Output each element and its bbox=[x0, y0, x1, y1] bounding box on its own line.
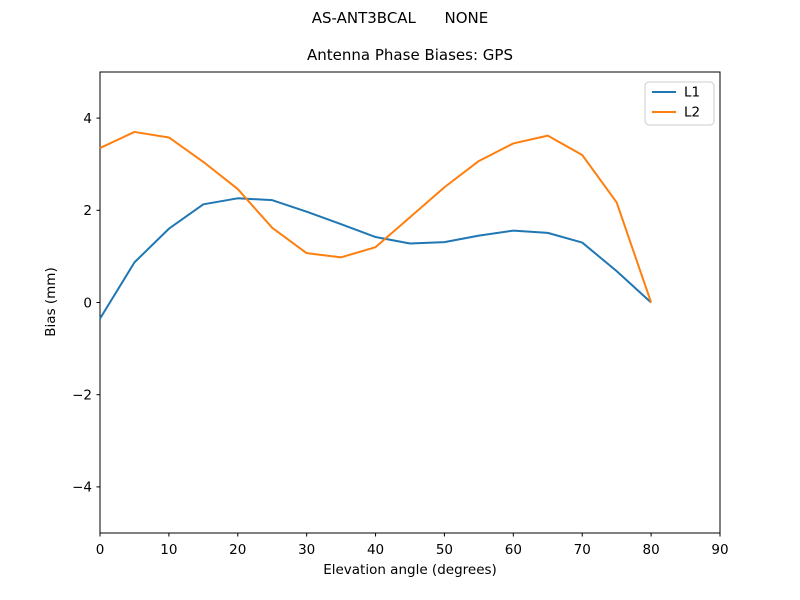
x-tick-label: 20 bbox=[229, 542, 246, 558]
x-tick-label: 70 bbox=[574, 542, 591, 558]
x-tick-label: 40 bbox=[367, 542, 384, 558]
y-tick-label: −2 bbox=[72, 388, 92, 404]
y-axis-label: Bias (mm) bbox=[43, 267, 59, 336]
x-tick-label: 10 bbox=[160, 542, 177, 558]
chart-title: Antenna Phase Biases: GPS bbox=[307, 46, 513, 64]
x-tick-label: 30 bbox=[298, 542, 315, 558]
legend-box bbox=[644, 81, 715, 126]
figure-title: AS-ANT3BCAL NONE bbox=[311, 9, 489, 27]
y-tick-label: −4 bbox=[72, 480, 92, 496]
legend-label-l1: L1 bbox=[684, 85, 700, 101]
y-axis: −4 −2 0 2 4 bbox=[72, 111, 100, 496]
series-lines bbox=[99, 130, 653, 320]
legend-label-l2: L2 bbox=[684, 105, 700, 121]
x-tick-label: 90 bbox=[711, 542, 728, 558]
series-line-l2 bbox=[99, 130, 653, 303]
series-line-l1 bbox=[99, 197, 652, 320]
legend: L1 L2 bbox=[644, 81, 715, 126]
x-tick-label: 80 bbox=[643, 542, 660, 558]
x-tick-label: 60 bbox=[505, 542, 522, 558]
x-tick-label: 50 bbox=[436, 542, 453, 558]
x-tick-label: 0 bbox=[96, 542, 105, 558]
x-axis-label: Elevation angle (degrees) bbox=[323, 562, 497, 578]
y-tick-label: 0 bbox=[83, 295, 92, 311]
y-tick-label: 2 bbox=[83, 203, 92, 219]
plot-area bbox=[99, 71, 721, 534]
x-axis: 0 10 20 30 40 50 60 70 80 90 bbox=[96, 533, 729, 558]
y-tick-label: 4 bbox=[83, 111, 92, 127]
